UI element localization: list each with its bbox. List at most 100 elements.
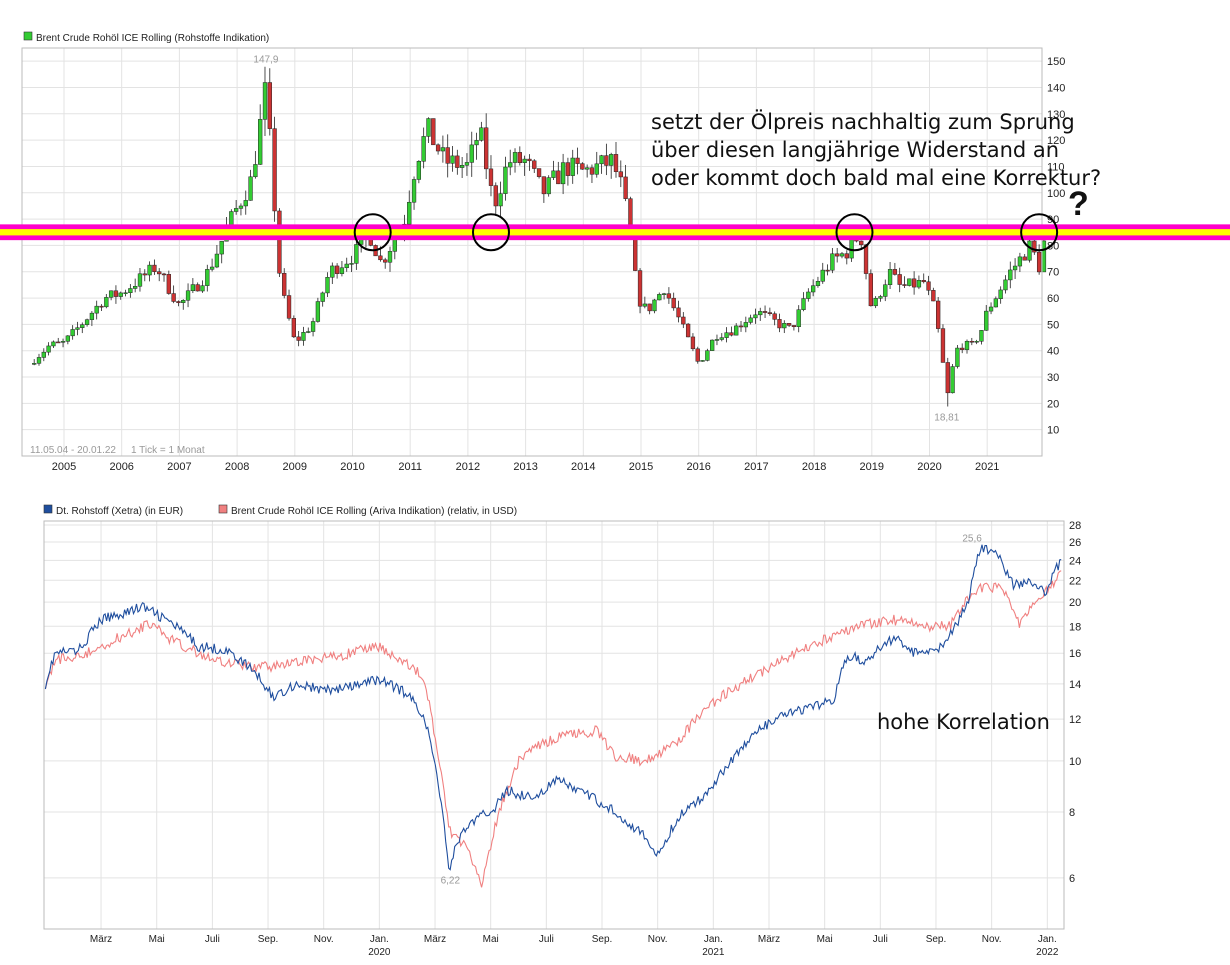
candle-body xyxy=(407,201,412,225)
candle-body xyxy=(786,323,792,326)
candle-body xyxy=(426,118,431,137)
bottom-ytick-label: 6 xyxy=(1069,873,1075,885)
top-ytick-label: 70 xyxy=(1047,267,1059,279)
candle-body xyxy=(214,253,220,268)
candle-body xyxy=(1012,265,1018,271)
candle-body xyxy=(286,295,292,319)
candle-body xyxy=(633,237,638,271)
candle-body xyxy=(868,273,873,307)
top-plot-frame xyxy=(21,47,1043,457)
top-xtick-label: 2016 xyxy=(686,461,710,473)
bottom-xtick-label: Jan. xyxy=(1038,934,1057,945)
candle-body xyxy=(464,162,470,166)
bottom-x-axis: März Mai Juli Sep. Nov. Jan. 2020 März Mai Juli Se… xyxy=(90,934,1059,958)
candle-body xyxy=(474,140,479,146)
candle-body xyxy=(806,291,811,299)
bottom-xtick-label: Mai xyxy=(149,934,165,945)
bottom-legend-label-2: Brent Crude Rohöl ICE Rolling (Ariva Ind… xyxy=(231,506,517,517)
top-ytick-label: 120 xyxy=(1047,135,1065,147)
top-min-label: 18,81 xyxy=(934,412,959,423)
candle-body xyxy=(960,347,965,350)
candle-body xyxy=(1008,269,1013,281)
candle-body xyxy=(522,158,527,163)
candle-body xyxy=(267,82,272,129)
candle-body xyxy=(166,274,171,294)
top-x-axis: 2005 2006 2007 2008 2009 2010 2011 2012 2013 2014… xyxy=(52,461,1000,473)
bottom-xtick-label: Nov. xyxy=(982,934,1002,945)
bottom-legend-label-1: Dt. Rohstoff (Xetra) (in EUR) xyxy=(56,506,183,517)
candle-body xyxy=(859,240,864,246)
candle-body xyxy=(714,339,720,341)
candle-body xyxy=(161,273,167,276)
candle-body xyxy=(897,274,902,285)
candle-body xyxy=(435,144,441,152)
candle-body xyxy=(695,348,700,362)
candle-body xyxy=(743,322,748,328)
bottom-xtick-label: März xyxy=(758,934,780,945)
candle-body xyxy=(282,272,287,296)
candle-body xyxy=(532,160,537,169)
candle-body xyxy=(955,347,960,367)
candle-body xyxy=(171,293,176,302)
top-xtick-label: 2006 xyxy=(109,461,133,473)
candle-body xyxy=(498,193,503,207)
top-xtick-label: 2008 xyxy=(225,461,249,473)
candle-body xyxy=(315,301,321,322)
bottom-min-label: 6,22 xyxy=(441,876,461,887)
candle-body xyxy=(661,293,667,295)
candle-body xyxy=(334,265,340,274)
candle-body xyxy=(248,176,253,201)
candle-body xyxy=(41,351,46,358)
candle-body xyxy=(902,284,907,286)
top-xtick-label: 2021 xyxy=(975,461,999,473)
candle-body xyxy=(517,152,522,163)
bottom-legend-swatch-2 xyxy=(218,504,228,514)
bottom-legend-swatch-1 xyxy=(43,504,53,514)
bottom-ytick-label: 28 xyxy=(1069,520,1081,532)
top-xtick-label: 2019 xyxy=(860,461,884,473)
candle-body xyxy=(541,176,547,195)
candle-body xyxy=(147,264,152,276)
candle-body xyxy=(936,300,941,329)
resistance-circle xyxy=(835,213,874,252)
candle-body xyxy=(690,336,696,350)
candle-body xyxy=(277,210,282,274)
candle-body xyxy=(104,297,109,308)
top-ytick-label: 60 xyxy=(1047,293,1059,305)
candle-body xyxy=(887,269,893,285)
candle-body xyxy=(700,360,705,362)
bottom-xtick-label: Nov. xyxy=(648,934,668,945)
candle-body xyxy=(950,366,955,394)
candle-body xyxy=(445,147,450,164)
candle-body xyxy=(113,290,119,297)
candle-body xyxy=(623,176,628,199)
top-xtick-label: 2020 xyxy=(917,461,941,473)
bottom-ytick-label: 22 xyxy=(1069,575,1081,587)
bottom-ytick-label: 26 xyxy=(1069,537,1081,549)
top-range-label: 11.05.04 - 20.01.22 xyxy=(30,445,116,456)
candle-body xyxy=(839,253,845,257)
top-ytick-label: 40 xyxy=(1047,346,1059,358)
candle-body xyxy=(383,259,388,263)
top-xtick-label: 2015 xyxy=(629,461,653,473)
bottom-xtick-label: März xyxy=(90,934,112,945)
candle-body xyxy=(580,163,585,170)
candle-body xyxy=(1027,240,1032,261)
candle-body xyxy=(594,163,599,175)
top-legend-swatch xyxy=(23,31,33,41)
candle-body xyxy=(1036,251,1042,273)
candle-body xyxy=(618,171,623,178)
candle-body xyxy=(108,290,114,298)
candle-body xyxy=(238,205,244,209)
candle-body xyxy=(440,147,446,152)
candle-body xyxy=(671,297,676,309)
candle-body xyxy=(205,269,210,286)
candle-body xyxy=(724,332,729,338)
top-xtick-label: 2010 xyxy=(340,461,364,473)
top-candles xyxy=(32,66,1047,407)
candle-body xyxy=(926,281,931,291)
bottom-ytick-label: 16 xyxy=(1069,648,1081,660)
resistance-band xyxy=(0,224,1230,241)
candle-body xyxy=(964,340,970,350)
candle-body xyxy=(984,310,989,331)
